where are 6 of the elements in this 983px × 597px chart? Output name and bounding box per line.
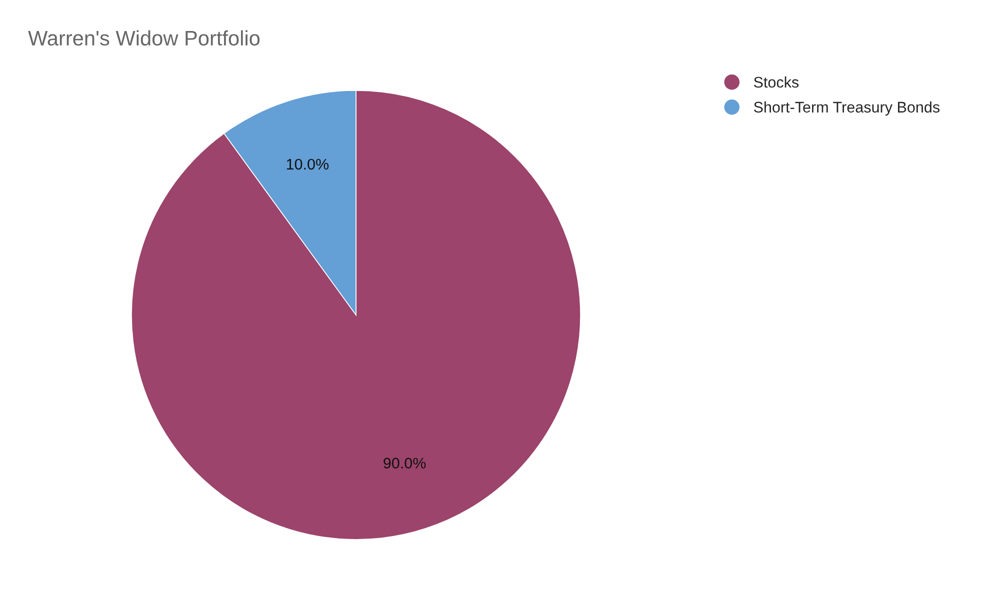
data-label: 10.0% [286, 158, 329, 170]
chart-title: Warren's Widow Portfolio [28, 30, 260, 46]
data-label: 90.0% [384, 458, 426, 469]
legend-label: Stocks [754, 76, 799, 88]
legend-label: Short-Term Treasury Bonds [754, 101, 940, 116]
pie-slice [131, 90, 581, 540]
